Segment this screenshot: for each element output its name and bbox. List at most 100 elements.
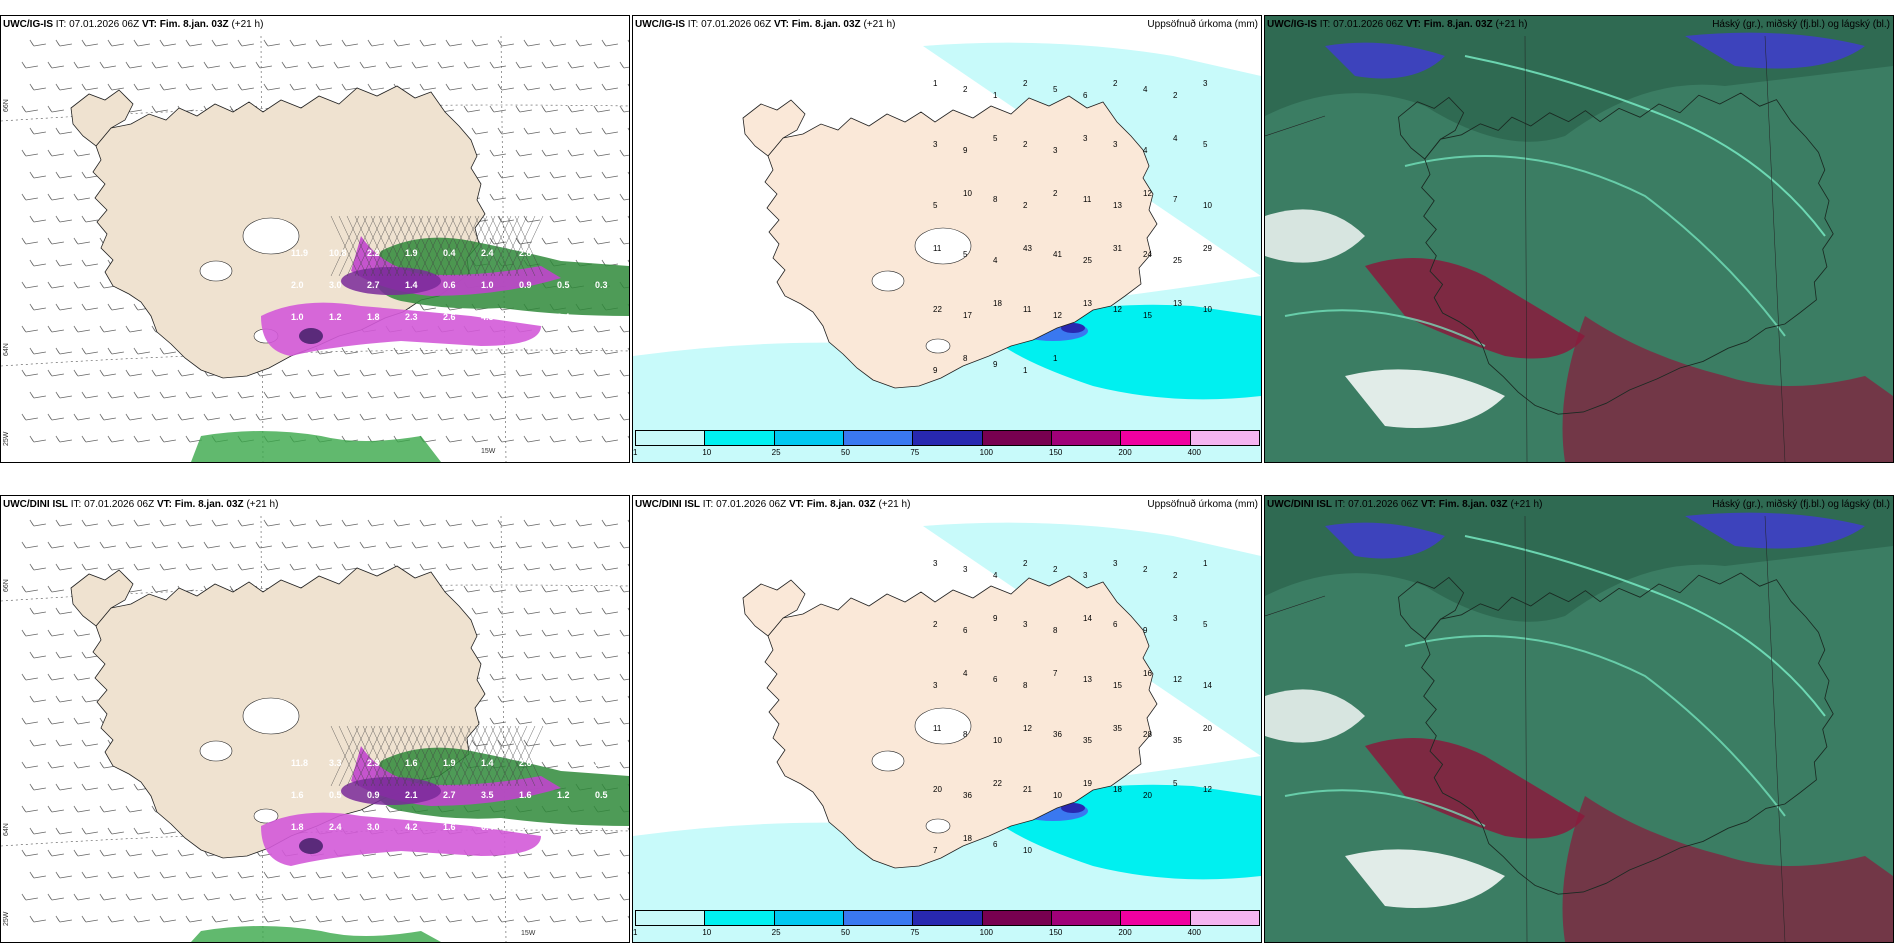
wind-value-label: 2.7 [367, 280, 380, 290]
precip-overlay [191, 725, 629, 942]
lon-label-25w: 25W [3, 431, 10, 446]
colorbar-swatch [912, 430, 983, 446]
lat-label-64n: 64N [3, 343, 10, 356]
precip-value-label: 10 [1023, 846, 1032, 855]
colorbar-label: 150 [1049, 928, 1063, 937]
precip-value-label: 12 [1113, 305, 1122, 314]
colorbar-label: 400 [1187, 928, 1202, 937]
panel-title: UWC/DINI ISL IT: 07.01.2026 06Z VT: Fim.… [635, 499, 911, 510]
panel-title: UWC/DINI ISL IT: 07.01.2026 06Z VT: Fim.… [1267, 499, 1543, 510]
colorbar-label: 1 [633, 928, 638, 937]
colorbar-swatch [704, 910, 775, 926]
precip-value-label: 22 [993, 779, 1002, 788]
panel-field-title: Háský (gr.), miðský (fj.bl.) og lágský (… [1712, 19, 1890, 30]
wind-value-label: 1.2 [329, 312, 342, 322]
precip-value-label: 4 [963, 669, 968, 678]
wind-value-label: 11.9 [291, 248, 308, 258]
precip-value-labels: 3342233221269381469353468713151612141181… [933, 559, 1212, 855]
precip-value-label: 2 [1173, 91, 1178, 100]
precip-value-label: 35 [1083, 736, 1092, 745]
precip-value-label: 11 [1083, 195, 1092, 204]
precip-value-label: 2 [1023, 140, 1028, 149]
colorbar-label: 50 [841, 448, 850, 457]
colorbar-label: 50 [841, 928, 850, 937]
colorbar-label: 200 [1118, 448, 1132, 457]
precip-value-label: 29 [1203, 244, 1212, 253]
wind-value-label: 2.7 [443, 790, 456, 800]
precip-value-label: 18 [963, 834, 972, 843]
wind-value-label: 0.9 [367, 790, 380, 800]
precip-value-label: 25 [1083, 256, 1092, 265]
precip-value-label: 10 [963, 189, 972, 198]
colorbar-swatch [1051, 910, 1122, 926]
precip-value-label: 10 [1053, 791, 1062, 800]
wind-value-label: 0.4 [443, 248, 456, 258]
precip-value-label: 5 [963, 250, 968, 259]
panel-wind-igis: UWC/IG-IS IT: 07.01.2026 06Z VT: Fim. 8.… [0, 15, 630, 463]
precip-value-label: 10 [1203, 305, 1212, 314]
wind-value-label: 2.3 [367, 758, 380, 768]
cloud-map [1265, 16, 1893, 462]
panel-field-title: Uppsöfnuð úrkoma (mm) [1147, 499, 1258, 510]
colorbar-label: 75 [910, 448, 920, 457]
precip-value-label: 3 [1083, 571, 1088, 580]
precip-value-label: 8 [1023, 681, 1028, 690]
precip-value-label: 35 [1113, 724, 1122, 733]
colorbar-swatch [773, 430, 844, 446]
precip-value-label: 9 [933, 366, 938, 375]
precip-value-label: 1 [1023, 366, 1028, 375]
cloud-field [1265, 496, 1893, 942]
panel-cloud-dini: UWC/DINI ISL IT: 07.01.2026 06Z VT: Fim.… [1264, 495, 1894, 943]
panel-precip-dini: UWC/DINI ISL IT: 07.01.2026 06Z VT: Fim.… [632, 495, 1262, 943]
wind-value-label: 1.4 [481, 758, 494, 768]
precip-value-label: 6 [1083, 91, 1088, 100]
wind-value-label: 1.2 [557, 790, 570, 800]
precip-value-label: 3 [933, 559, 938, 568]
colorbar-swatch [773, 910, 844, 926]
precip-value-label: 14 [1203, 681, 1212, 690]
precip-value-label: 2 [933, 620, 938, 629]
wind-value-label: 3.0 [557, 248, 570, 258]
precip-value-label: 9 [1143, 626, 1148, 635]
wind-value-label: 0.5 [557, 280, 570, 290]
lon-label-15w: 15W [481, 448, 496, 455]
precip-value-label: 36 [963, 791, 972, 800]
precip-value-label: 3 [933, 681, 938, 690]
panel-title: UWC/IG-IS IT: 07.01.2026 06Z VT: Fim. 8.… [1267, 19, 1528, 30]
colorbar-swatch [1051, 430, 1122, 446]
wind-value-label: 3.0 [367, 822, 380, 832]
precip-value-label: 11 [933, 724, 942, 733]
colorbar-swatch [704, 430, 775, 446]
precip-value-label: 3 [1083, 134, 1088, 143]
wind-map: 11.9 10.8 2.2 1.9 0.4 2.4 2.8 3.0 0.5 2.0 3.0 2.7 1.… [1, 35, 629, 462]
wind-value-label: 3.7 [519, 312, 532, 322]
wind-value-label: 0.9 [519, 280, 532, 290]
precip-value-label: 5 [1173, 779, 1178, 788]
precip-colorbar: 1 10 25 50 75 100 150 200 400 [633, 430, 1260, 460]
precip-value-label: 3 [1113, 559, 1118, 568]
colorbar-label: 200 [1118, 928, 1132, 937]
precip-value-label: 8 [963, 354, 968, 363]
colorbar-label: 10 [702, 928, 712, 937]
precip-value-label: 15 [1113, 681, 1122, 690]
precip-colorbar: 1 10 25 50 75 100 150 200 400 [633, 910, 1260, 940]
cloud-map [1265, 496, 1893, 942]
precip-value-label: 2 [963, 85, 968, 94]
precip-value-label: 6 [1113, 620, 1118, 629]
precip-value-labels: 1212562423395233344551082211131271011544… [933, 79, 1212, 375]
wind-value-label: 1.6 [405, 758, 418, 768]
precip-value-label: 5 [1203, 620, 1208, 629]
wind-value-label: 1.6 [443, 822, 456, 832]
precip-value-label: 12 [1203, 785, 1212, 794]
wind-value-label: 1.8 [291, 822, 304, 832]
wind-value-label: 1.0 [519, 822, 532, 832]
precip-value-label: 7 [1173, 195, 1178, 204]
precip-value-label: 6 [963, 626, 968, 635]
precip-value-label: 31 [1113, 244, 1122, 253]
colorbar-label: 400 [1187, 448, 1202, 457]
colorbar-label: 75 [910, 928, 920, 937]
lat-label-66n: 66N [3, 99, 10, 112]
precip-value-label: 3 [1113, 140, 1118, 149]
precip-value-label: 10 [1203, 201, 1212, 210]
wind-value-label: 3.0 [329, 280, 342, 290]
